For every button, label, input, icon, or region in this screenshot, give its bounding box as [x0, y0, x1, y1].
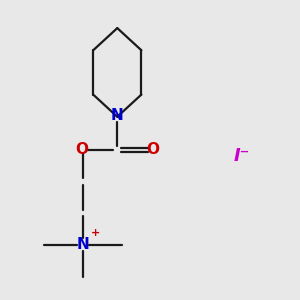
Text: +: +	[91, 228, 100, 238]
Text: O: O	[146, 142, 159, 158]
Text: O: O	[75, 142, 88, 158]
Text: I⁻: I⁻	[233, 147, 250, 165]
Text: N: N	[111, 108, 124, 123]
Text: N: N	[76, 238, 89, 253]
